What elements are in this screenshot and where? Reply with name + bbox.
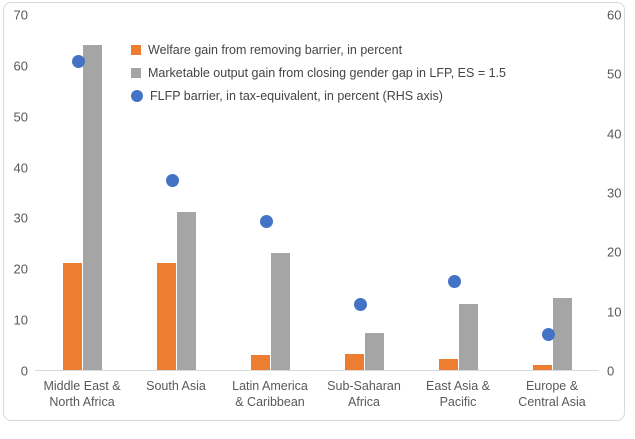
category-column xyxy=(35,0,129,371)
left-axis-tick-label: 20 xyxy=(13,261,28,277)
flfp-barrier-dot xyxy=(71,54,85,68)
right-axis-tick-label: 50 xyxy=(607,66,622,82)
legend-row: Welfare gain from removing barrier, in p… xyxy=(131,38,506,61)
category-label: Sub-Saharan Africa xyxy=(327,379,401,410)
welfare-gain-bar xyxy=(250,354,270,370)
bar-pair xyxy=(532,0,572,370)
chart-legend: Welfare gain from removing barrier, in p… xyxy=(131,38,506,107)
output-gain-bar xyxy=(270,253,290,370)
output-gain-bar xyxy=(458,303,478,370)
flfp-barrier-dot xyxy=(165,173,179,187)
chart-frame xyxy=(3,2,625,421)
legend-square-marker-icon xyxy=(131,44,141,55)
legend-row: FLFP barrier, in tax-equivalent, in perc… xyxy=(131,84,506,107)
legend-square-marker-icon xyxy=(131,67,141,78)
bar-pair xyxy=(156,0,196,370)
flfp-barrier-dot xyxy=(541,327,555,341)
category-column xyxy=(223,0,317,371)
welfare-gain-bar xyxy=(344,353,364,370)
legend-label: Welfare gain from removing barrier, in p… xyxy=(148,42,403,57)
x-axis-line xyxy=(35,370,599,371)
legend-label: FLFP barrier, in tax-equivalent, in perc… xyxy=(150,88,443,103)
output-gain-bar xyxy=(552,297,572,370)
legend-circle-marker-icon xyxy=(131,89,143,102)
output-gain-bar xyxy=(82,44,102,370)
right-axis-tick-label: 60 xyxy=(607,7,622,23)
welfare-gain-bar xyxy=(438,358,458,370)
left-axis-tick-label: 70 xyxy=(13,7,28,23)
welfare-gain-bar xyxy=(532,364,552,370)
flfp-barrier-dot xyxy=(259,215,273,229)
category-axis-labels: Middle East & North Africa South Asia Latin… xyxy=(35,378,599,411)
welfare-gain-bar xyxy=(156,263,176,370)
left-axis-tick-label: 60 xyxy=(13,58,28,74)
output-gain-bar xyxy=(364,332,384,370)
legend-label: Marketable output gain from closing gend… xyxy=(148,65,506,80)
category-label: South Asia xyxy=(146,379,206,393)
bar-pair xyxy=(62,0,102,370)
category-column xyxy=(129,0,223,371)
category-label: Europe & Central Asia xyxy=(518,379,586,410)
left-axis-tick-label: 30 xyxy=(13,210,28,226)
flfp-barrier-dot xyxy=(447,274,461,288)
category-column xyxy=(505,0,599,371)
left-axis-tick-label: 40 xyxy=(13,160,28,176)
right-axis-tick-label: 40 xyxy=(607,126,622,142)
category-column xyxy=(411,0,505,371)
left-axis-tick-label: 50 xyxy=(13,109,28,125)
bar-pair xyxy=(250,0,290,370)
left-axis-tick-label: 10 xyxy=(13,312,28,328)
category-label: Latin America & Caribbean xyxy=(232,379,308,410)
category-label: Middle East & North Africa xyxy=(43,379,121,410)
welfare-gain-bar xyxy=(62,263,82,370)
right-axis-tick-label: 30 xyxy=(607,185,622,201)
left-axis-tick-label: 0 xyxy=(20,363,28,379)
legend-row: Marketable output gain from closing gend… xyxy=(131,61,506,84)
category-column xyxy=(317,0,411,371)
right-axis-tick-label: 20 xyxy=(607,244,622,260)
right-axis-tick-label: 10 xyxy=(607,304,622,320)
category-label: East Asia & Pacific xyxy=(426,379,490,410)
bar-pair xyxy=(344,0,384,370)
right-axis-tick-label: 0 xyxy=(607,363,615,379)
flfp-barrier-dot xyxy=(353,298,367,312)
bar-pair xyxy=(438,0,478,370)
plot-area xyxy=(35,0,599,371)
output-gain-bar xyxy=(176,212,196,370)
